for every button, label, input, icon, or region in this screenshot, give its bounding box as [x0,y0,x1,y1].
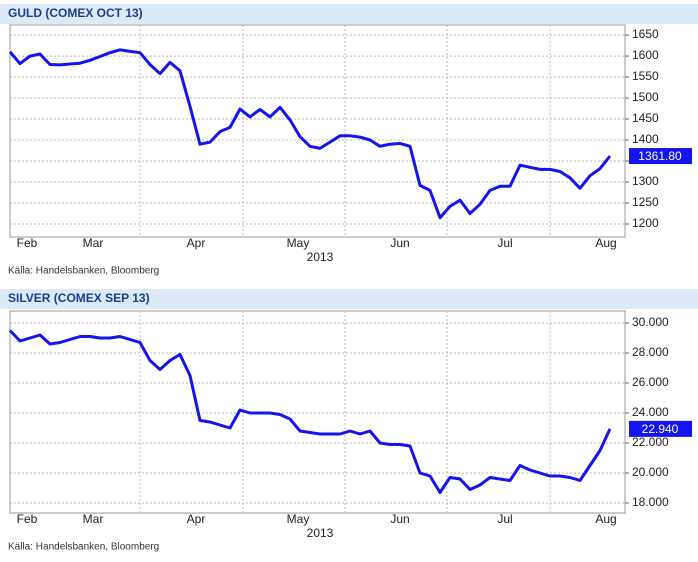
plot-area [9,310,626,514]
y-tick-label: 1450 [632,111,659,125]
y-tick-label: 1200 [632,216,659,230]
x-tick-label: Jul [497,512,512,526]
source: Källa: Handelsbanken, Bloomberg [8,266,159,277]
end-label-box [629,148,692,165]
title-bar [0,289,698,309]
end-label-box [629,420,692,437]
year-label: 2013 [307,526,334,540]
price-line [8,48,612,220]
title-bar [0,4,698,24]
end-label: 22.940 [642,422,679,436]
chart-title: SILVER (COMEX SEP 13) [8,291,150,305]
y-tick-label: 26.000 [632,375,669,389]
y-tick-label: 24.000 [632,405,669,419]
y-tick-label: 18.000 [632,495,669,509]
y-tick-label: 20.000 [632,465,669,479]
x-tick-label: Apr [187,236,206,250]
x-tick-label: Aug [595,512,616,526]
x-tick-label: Mar [83,512,104,526]
x-tick-label: Jun [390,512,409,526]
x-tick-label: May [287,512,310,526]
y-tick-label: 1500 [632,90,659,104]
x-tick-label: Feb [17,236,38,250]
y-tick-label: 22.000 [632,435,669,449]
x-tick-label: Apr [187,512,206,526]
end-label: 1361.80 [638,149,682,163]
chart-title: GULD (COMEX OCT 13) [8,6,143,20]
price-line [8,329,612,494]
y-tick-label: 30.000 [632,315,669,329]
y-tick-label: 1250 [632,195,659,209]
y-tick-label: 1300 [632,174,659,188]
y-tick-label: 1650 [632,27,659,41]
y-tick-label: 1400 [632,132,659,146]
x-tick-label: Jun [390,236,409,250]
y-tick-label: 28.000 [632,345,669,359]
year-label: 2013 [307,250,334,264]
y-tick-label: 1550 [632,69,659,83]
x-tick-label: Mar [83,236,104,250]
x-tick-label: Feb [17,512,38,526]
source: Källa: Handelsbanken, Bloomberg [8,542,159,553]
x-tick-label: May [287,236,310,250]
x-tick-label: Jul [497,236,512,250]
plot-area [9,24,626,238]
y-tick-label: 1600 [632,48,659,62]
x-tick-label: Aug [595,236,616,250]
